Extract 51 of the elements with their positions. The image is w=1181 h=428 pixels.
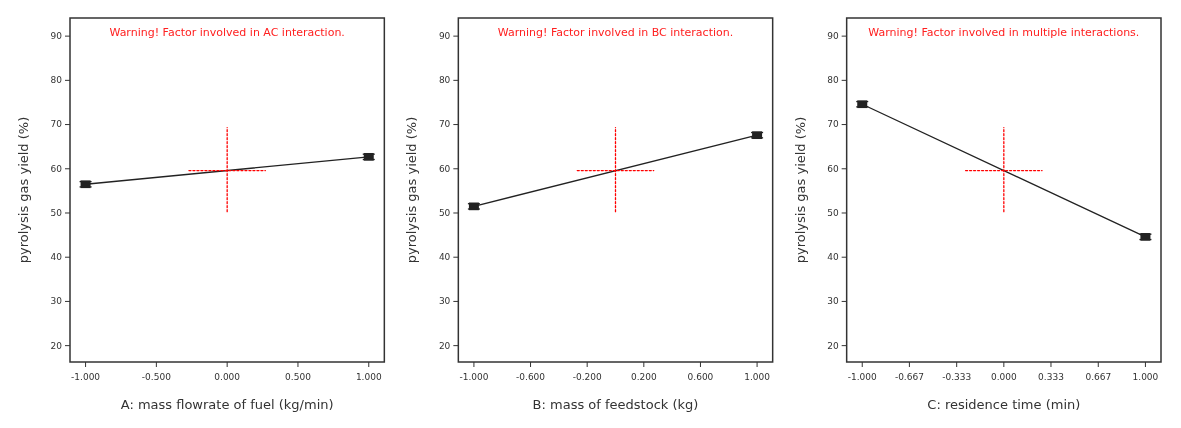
x-tick-label: -0.500 [141, 372, 172, 382]
y-tick-label: 70 [438, 119, 451, 130]
y-tick-label: 30 [438, 296, 451, 307]
x-tick-label: -0.600 [516, 372, 546, 382]
x-tick-label: -0.200 [572, 372, 602, 382]
y-axis-title: pyrolysis gas yield (%) [16, 116, 31, 264]
annotation: Warning! Factor involved in AC interaction. [109, 26, 345, 39]
y-tick-label: 40 [827, 252, 839, 263]
x-tick-label: 1.000 [1132, 372, 1159, 382]
x-tick-label: 0.500 [285, 372, 312, 382]
x-tick-label: -0.667 [894, 372, 924, 382]
x-tick-label: -1.000 [847, 372, 878, 382]
y-tick-label: 80 [50, 75, 63, 86]
x-tick-label: 0.600 [687, 372, 714, 382]
y-tick-label: 50 [827, 207, 839, 218]
annotation: Warning! Factor involved in multiple interactions. [868, 26, 1140, 39]
x-tick-label: 1.000 [744, 372, 771, 382]
y-tick-label: 60 [827, 163, 839, 174]
y-tick-label: 30 [50, 296, 63, 307]
y-tick-label: 50 [438, 207, 451, 218]
x-tick-label: 1.000 [355, 372, 382, 382]
y-tick-label: 40 [50, 252, 63, 263]
x-axis-title: C: residence time (min) [927, 397, 1081, 412]
x-tick-label: -1.000 [459, 372, 489, 382]
y-tick-label: 50 [50, 207, 63, 218]
y-tick-label: 80 [438, 75, 451, 86]
y-tick-label: 40 [438, 252, 451, 263]
y-tick-label: 30 [827, 296, 839, 307]
x-tick-label: 0.000 [214, 372, 241, 382]
annotation: Warning! Factor involved in BC interaction. [497, 26, 734, 39]
y-tick-label: 60 [438, 163, 451, 174]
y-axis-title: pyrolysis gas yield (%) [404, 116, 420, 264]
y-tick-label: 90 [438, 31, 451, 42]
y-axis-title: pyrolysis gas yield (%) [792, 116, 808, 264]
y-tick-label: 90 [50, 31, 63, 42]
x-tick-label: 0.200 [630, 372, 657, 382]
y-tick-label: 20 [827, 340, 839, 351]
y-tick-label: 60 [50, 163, 63, 174]
y-tick-label: 90 [827, 31, 839, 42]
y-tick-label: 80 [827, 75, 839, 86]
y-tick-label: 70 [827, 119, 839, 130]
x-tick-label: -0.333 [942, 372, 972, 382]
x-tick-label: 0.333 [1038, 372, 1064, 382]
y-tick-label: 20 [438, 340, 451, 351]
x-tick-label: -1.000 [71, 372, 101, 382]
x-tick-label: 0.000 [990, 372, 1017, 382]
y-tick-label: 20 [50, 340, 63, 351]
y-tick-label: 70 [50, 119, 63, 130]
x-axis-title: A: mass flowrate of fuel (kg/min) [120, 397, 334, 412]
x-axis-title: B: mass of feedstock (kg) [532, 397, 699, 412]
x-tick-label: 0.667 [1085, 372, 1112, 382]
